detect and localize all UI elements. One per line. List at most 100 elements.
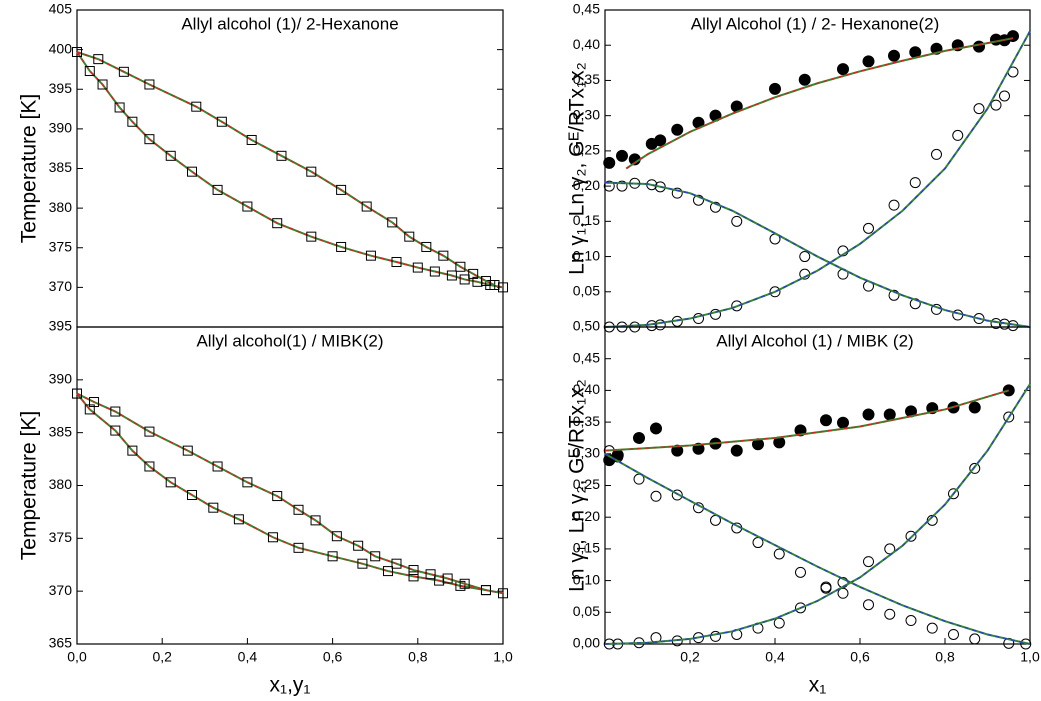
marker <box>671 123 684 136</box>
marker <box>208 502 219 513</box>
marker <box>391 257 402 268</box>
marker <box>361 201 372 212</box>
y-tick-label: 375 <box>49 529 73 545</box>
fit-line <box>76 392 504 595</box>
marker <box>990 99 1002 111</box>
fit-line-dashed <box>604 389 1009 452</box>
fit-line <box>604 452 1031 645</box>
y-tick-label: 0,05 <box>573 282 600 298</box>
marker <box>1003 411 1015 423</box>
marker <box>799 251 811 263</box>
marker <box>412 262 423 273</box>
fit-line <box>604 181 1031 328</box>
y-tick-label: 390 <box>49 371 73 387</box>
marker <box>905 615 917 627</box>
marker <box>382 566 393 577</box>
chart-title: Allyl Alcohol (1) / MIBK (2) <box>716 331 913 350</box>
marker <box>306 166 317 177</box>
marker <box>862 55 875 68</box>
marker <box>272 491 283 502</box>
marker <box>969 633 981 645</box>
plot-frame <box>76 326 504 645</box>
y-tick-label: 0,50 <box>573 318 600 334</box>
marker <box>306 231 317 242</box>
y-tick-label: 0,45 <box>573 1 600 17</box>
x-tick-label: 0,2 <box>152 649 172 665</box>
marker <box>144 426 155 437</box>
marker <box>114 102 125 113</box>
y-tick-label: 0,25 <box>573 142 600 158</box>
marker <box>429 266 440 277</box>
y-tick-label: 0,00 <box>573 635 600 651</box>
marker <box>242 201 253 212</box>
fit-line <box>76 51 495 286</box>
marker <box>795 566 806 578</box>
marker <box>616 180 628 192</box>
marker <box>710 630 721 642</box>
marker <box>999 90 1010 102</box>
fit-line-dashed <box>76 51 504 289</box>
marker <box>459 274 470 285</box>
marker <box>973 40 985 53</box>
marker <box>480 585 491 596</box>
x-axis-label: x₁,y₁ <box>269 674 310 697</box>
x-tick-label: 0,6 <box>850 649 870 665</box>
marker <box>769 286 781 298</box>
marker <box>459 578 470 589</box>
marker <box>187 490 198 501</box>
x-tick-label: 1,0 <box>1020 649 1040 665</box>
y-tick-label: 395 <box>49 318 73 334</box>
marker <box>276 150 287 161</box>
marker <box>926 622 938 634</box>
marker <box>888 49 900 62</box>
marker <box>603 156 616 169</box>
marker <box>272 218 283 229</box>
y-tick-label: 0,35 <box>573 413 600 429</box>
marker <box>654 134 667 147</box>
y-axis-label: Ln γ₁, Ln γ₂, Gᴱ/RTx₁x₂ <box>566 62 589 275</box>
x-tick-label: 0,6 <box>323 649 343 665</box>
marker <box>110 425 121 436</box>
marker <box>969 462 981 474</box>
chart-title: Allyl alcohol(1) / MIBK(2) <box>196 331 383 350</box>
marker <box>1020 638 1032 650</box>
x-tick-label: 0,4 <box>238 649 258 665</box>
marker <box>216 116 227 127</box>
marker <box>242 477 253 488</box>
y-tick-label: 0,10 <box>573 571 600 587</box>
x-tick-label: 1,0 <box>493 649 513 665</box>
x-tick-label: 0,8 <box>935 649 955 665</box>
marker <box>650 490 662 502</box>
y-tick-label: 0,30 <box>573 445 600 461</box>
y-tick-label: 380 <box>49 476 73 492</box>
marker <box>820 414 832 427</box>
y-tick-label: 0,05 <box>573 603 600 619</box>
marker <box>671 444 684 457</box>
marker <box>905 530 917 542</box>
marker <box>144 134 155 145</box>
marker <box>127 116 138 127</box>
marker <box>84 66 95 77</box>
marker <box>498 588 508 599</box>
marker <box>837 587 849 599</box>
marker <box>365 250 376 261</box>
fit-line-dashed <box>604 453 1031 645</box>
marker <box>212 184 223 195</box>
marker <box>862 408 875 421</box>
chart-title: Allyl Alcohol (1) / 2- Hexanone(2) <box>691 14 940 33</box>
marker <box>730 444 743 457</box>
y-tick-label: 380 <box>49 199 73 215</box>
marker <box>438 250 449 261</box>
marker <box>391 558 402 569</box>
marker <box>863 599 874 611</box>
y-tick-label: 0,15 <box>573 212 600 228</box>
marker <box>731 300 743 312</box>
fit-line-dashed <box>76 51 495 286</box>
y-tick-label: 0,35 <box>573 71 600 87</box>
fit-line-dashed <box>604 30 1031 328</box>
marker <box>931 148 942 160</box>
marker <box>357 558 368 569</box>
marker <box>773 548 785 560</box>
marker <box>769 82 781 95</box>
marker <box>863 222 874 234</box>
